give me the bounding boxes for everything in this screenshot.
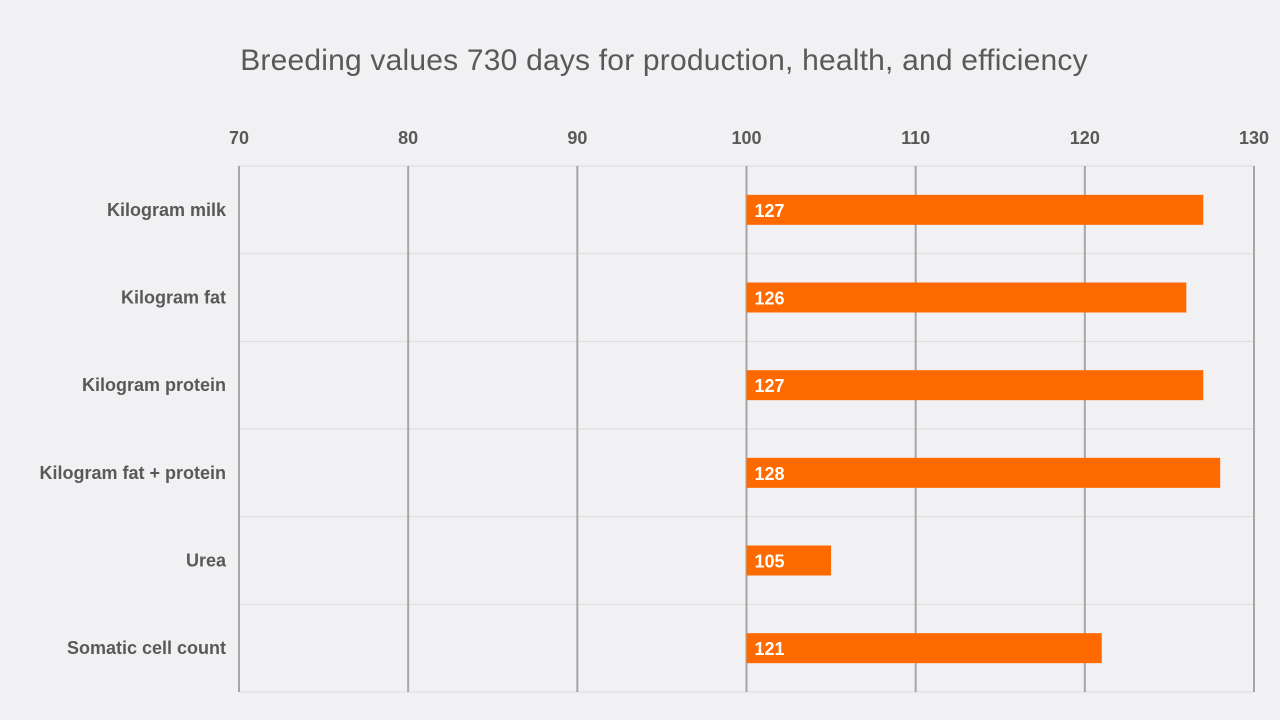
x-tick-label: 80 — [398, 128, 418, 148]
bar-value-label: 127 — [755, 201, 785, 221]
category-label: Kilogram milk — [107, 200, 227, 220]
bar-value-label: 121 — [755, 639, 785, 659]
grid-layer — [238, 165, 1255, 693]
category-label: Kilogram protein — [82, 375, 226, 395]
x-tick-label: 130 — [1239, 128, 1269, 148]
category-label: Urea — [186, 551, 227, 571]
x-tick-label: 110 — [901, 128, 930, 148]
bar — [746, 370, 1204, 401]
chart-title: Breeding values 730 days for production,… — [240, 44, 1088, 77]
bar — [746, 545, 832, 576]
category-label: Somatic cell count — [67, 638, 226, 658]
x-tick-label: 90 — [567, 128, 587, 148]
bar — [746, 457, 1221, 488]
bar-value-label: 126 — [755, 289, 785, 309]
bar — [746, 194, 1204, 225]
bar-value-label: 128 — [755, 464, 785, 484]
bar-layer — [746, 194, 1221, 664]
x-tick-label: 70 — [229, 128, 249, 148]
bar-value-label: 105 — [755, 552, 785, 572]
x-tick-label: 100 — [731, 128, 761, 148]
x-tick-label: 120 — [1070, 128, 1100, 148]
label-layer: 70 80 90 100 110 120 130 127 Kilogram milk 126 Kil… — [39, 128, 1269, 659]
bar-value-label: 127 — [755, 376, 785, 396]
category-label: Kilogram fat — [121, 288, 226, 308]
bar — [746, 633, 1102, 664]
bar — [746, 282, 1187, 313]
category-label: Kilogram fat + protein — [39, 463, 226, 483]
